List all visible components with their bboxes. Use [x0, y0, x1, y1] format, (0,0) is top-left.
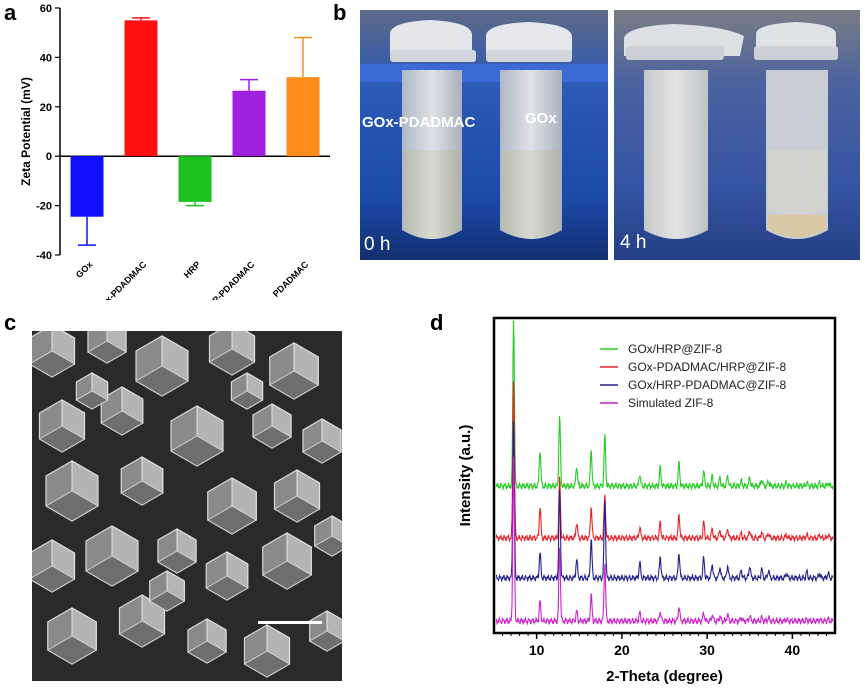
xrd-series-0: [495, 320, 834, 492]
y-tick-label: 40: [40, 52, 52, 64]
zif8-crystal: [208, 331, 256, 376]
y-tick-label: -40: [36, 250, 52, 262]
x-tick-label: 40: [785, 642, 801, 658]
zif8-crystal: [230, 372, 264, 410]
x-tick-label: 20: [614, 642, 630, 658]
bar-gox: [70, 156, 104, 217]
zif8-crystal: [170, 405, 224, 467]
y-tick-label: 0: [46, 151, 52, 163]
panel-c-letter: c: [4, 310, 17, 335]
y-tick-label: -20: [36, 201, 52, 213]
legend-item: GOx/HRP@ZIF-8: [600, 342, 723, 356]
zif8-crystal: [75, 372, 109, 410]
panel-b-letter: b: [333, 0, 347, 25]
zif8-crystal: [32, 539, 76, 593]
zif8-crystal: [45, 460, 99, 522]
zif8-crystal: [313, 515, 342, 557]
zif8-crystal: [100, 386, 144, 436]
zif8-crystal: [46, 607, 98, 665]
y-tick-label: 20: [40, 102, 52, 114]
xrd-pattern-chart: 10 20 30 40 2-Theta (degree) Intensity (a.u.)…: [457, 316, 837, 685]
zif8-crystal: [85, 525, 139, 587]
legend-item: GOx/HRP-PDADMAC@ZIF-8: [600, 378, 787, 392]
zif8-crystal: [301, 418, 342, 464]
panel-d-letter: d: [430, 310, 444, 335]
bar-hrp: [178, 156, 212, 202]
zif8-crystal: [268, 342, 320, 400]
zif8-crystal: [273, 469, 321, 523]
legend-label: GOx/HRP-PDADMAC@ZIF-8: [628, 378, 787, 392]
panel-a-letter: a: [4, 0, 17, 25]
tube-label-gox: GOx: [525, 110, 557, 127]
vial-photo-0h: GOx-PDADMAC GOx 0 h: [360, 10, 608, 260]
y-tick-label: 60: [40, 3, 52, 15]
xrd-series-2: [495, 420, 834, 583]
legend-item: GOx-PDADMAC/HRP@ZIF-8: [600, 360, 787, 374]
zif8-crystal: [186, 618, 228, 664]
zif8-crystal: [243, 624, 291, 678]
x-tick-label: GOx-PDADMAC: [93, 259, 149, 300]
zif8-crystal: [148, 570, 186, 612]
sem-micrograph: [32, 331, 342, 681]
zif8-crystal: [156, 528, 198, 574]
vial-photo-0h-drawing: [360, 10, 608, 260]
xrd-series-1: [495, 381, 834, 544]
sem-crystals-drawing: [32, 331, 342, 678]
zeta-potential-bar-chart: -40 -20 0 20 40 60 Zeta Potential (mV) GOxGOx-P…: [19, 3, 330, 300]
zif8-crystal: [251, 403, 293, 449]
x-tick-label: 30: [699, 642, 715, 658]
bar-pdadmac: [286, 77, 320, 157]
time-label-0h: 0 h: [364, 234, 391, 255]
scale-bar: [258, 621, 322, 624]
bar-gox-pdadmac: [124, 20, 158, 157]
legend-label: GOx/HRP@ZIF-8: [628, 342, 723, 356]
y-axis-label: Intensity (a.u.): [457, 425, 474, 527]
y-axis-label: Zeta Potential (mV): [19, 77, 33, 186]
bar-hrp-pdadmac: [232, 90, 266, 157]
zif8-crystal: [120, 456, 164, 506]
zif8-crystal: [206, 477, 258, 535]
zif8-crystal: [261, 532, 313, 590]
zif8-crystal: [308, 610, 342, 652]
x-axis-label: 2-Theta (degree): [606, 668, 723, 685]
zif8-crystal: [32, 331, 76, 378]
zif8-crystal: [205, 551, 249, 601]
x-tick-label: HRP: [182, 259, 203, 280]
xrd-series-3: [495, 456, 834, 627]
zif8-crystal: [135, 335, 189, 397]
zif8-crystal: [86, 331, 128, 364]
x-tick-label: 10: [529, 642, 545, 658]
tube-label-gox-pdadmac: GOx-PDADMAC: [362, 114, 476, 131]
legend-item: Simulated ZIF-8: [600, 396, 714, 410]
time-label-4h: 4 h: [620, 232, 647, 253]
vial-photo-4h: 4 h: [614, 10, 860, 260]
x-tick-label: GOx: [74, 259, 95, 280]
x-tick-label: PDADMAC: [271, 259, 311, 299]
x-tick-label: HRP-PDADMAC: [201, 259, 257, 300]
legend-label: GOx-PDADMAC/HRP@ZIF-8: [628, 360, 787, 374]
zif8-crystal: [38, 399, 86, 453]
vial-photo-4h-drawing: [614, 10, 860, 260]
legend-label: Simulated ZIF-8: [628, 396, 714, 410]
